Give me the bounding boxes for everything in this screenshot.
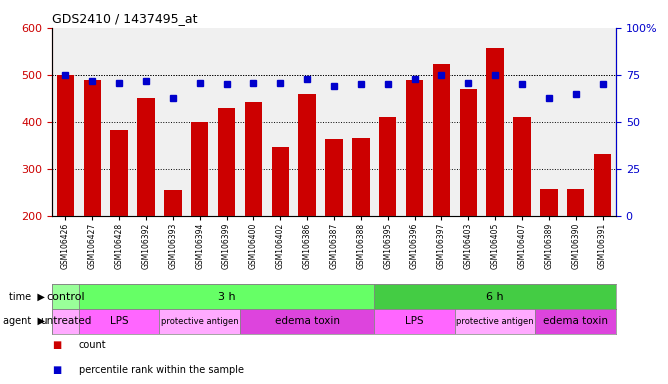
Bar bbox=[164, 190, 182, 216]
Bar bbox=[52, 284, 79, 309]
Text: 3 h: 3 h bbox=[218, 291, 235, 301]
Bar bbox=[240, 309, 374, 334]
Text: edema toxin: edema toxin bbox=[543, 316, 609, 326]
Bar bbox=[536, 309, 616, 334]
Bar bbox=[84, 80, 101, 216]
Bar bbox=[433, 64, 450, 216]
Bar bbox=[594, 154, 611, 216]
Bar bbox=[299, 94, 316, 216]
Text: LPS: LPS bbox=[110, 316, 128, 326]
Bar bbox=[374, 309, 455, 334]
Text: protective antigen: protective antigen bbox=[456, 317, 534, 326]
Bar bbox=[540, 189, 558, 216]
Bar bbox=[79, 284, 374, 309]
Bar bbox=[244, 102, 262, 216]
Bar bbox=[52, 309, 79, 334]
Bar bbox=[406, 80, 424, 216]
Bar bbox=[218, 108, 235, 216]
Bar bbox=[57, 75, 74, 216]
Bar bbox=[352, 137, 369, 216]
Text: protective antigen: protective antigen bbox=[161, 317, 238, 326]
Bar bbox=[460, 89, 477, 216]
Bar bbox=[191, 122, 208, 216]
Text: ■: ■ bbox=[52, 340, 61, 350]
Bar bbox=[455, 309, 536, 334]
Text: edema toxin: edema toxin bbox=[275, 316, 339, 326]
Text: GDS2410 / 1437495_at: GDS2410 / 1437495_at bbox=[52, 12, 198, 25]
Bar bbox=[513, 117, 531, 216]
Bar bbox=[137, 98, 155, 216]
Text: LPS: LPS bbox=[405, 316, 424, 326]
Bar bbox=[374, 284, 616, 309]
Text: 6 h: 6 h bbox=[486, 291, 504, 301]
Bar bbox=[110, 131, 128, 216]
Text: percentile rank within the sample: percentile rank within the sample bbox=[79, 365, 244, 375]
Bar bbox=[486, 48, 504, 216]
Text: ■: ■ bbox=[52, 365, 61, 375]
Bar bbox=[79, 309, 160, 334]
Text: control: control bbox=[46, 291, 85, 301]
Bar bbox=[160, 309, 240, 334]
Bar bbox=[567, 189, 584, 216]
Bar bbox=[325, 139, 343, 216]
Text: agent  ▶: agent ▶ bbox=[3, 316, 45, 326]
Text: time  ▶: time ▶ bbox=[9, 291, 45, 301]
Bar bbox=[272, 147, 289, 216]
Bar bbox=[379, 117, 396, 216]
Text: count: count bbox=[79, 340, 106, 350]
Text: untreated: untreated bbox=[39, 316, 91, 326]
